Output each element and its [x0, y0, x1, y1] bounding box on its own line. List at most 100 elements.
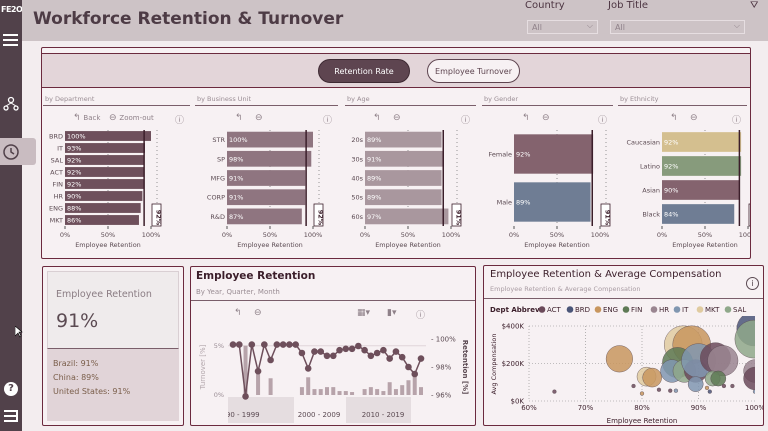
layout-icon[interactable]: [4, 410, 18, 422]
turnover-bar: [387, 382, 392, 395]
bar-data-label: 98%: [229, 155, 243, 163]
small-multiple-by-ethnicity: by Ethnicity ↰ ⊖ ⓘ Caucasian 92% Latino 92% A…: [618, 92, 750, 257]
tick-label: 50%: [550, 231, 564, 239]
turnover-bar: [419, 387, 423, 395]
bar-category-label: 60s: [351, 213, 363, 221]
tick-label: 100%: [142, 231, 161, 239]
page-title: Workforce Retention & Turnover: [33, 9, 344, 29]
retention-point: [398, 353, 406, 361]
bubble: [710, 370, 727, 387]
bar-chart: BRD 100%IT 93%SAL 92%ACT 92%FIN 92%HR 90%ENG 88…: [49, 130, 163, 249]
drill-up-icon[interactable]: ↰: [522, 113, 530, 123]
zoom-out-icon[interactable]: ⊖: [393, 113, 401, 123]
drill-up-icon[interactable]: ↰: [670, 113, 678, 123]
divider: [191, 300, 475, 301]
kpi-breakdown-item: China: 89%: [53, 373, 99, 382]
zoom-out-icon[interactable]: ⊖: [542, 113, 550, 123]
legend-marker: [594, 306, 602, 313]
bar-category-label: FIN: [52, 181, 63, 189]
bar: [65, 143, 145, 153]
legend-label: FIN: [631, 306, 642, 314]
bar: [365, 150, 444, 167]
clear-filter-icon[interactable]: ⛛: [750, 0, 759, 11]
chart-type-icon[interactable]: ▮▾: [387, 308, 397, 318]
tick-label: 0%: [60, 231, 70, 239]
bar-chart: Female 92% Male 89% 91% 0% 50% 100%Employee Ret…: [488, 130, 612, 249]
bar-data-label: 89%: [367, 136, 381, 144]
retention-point: [292, 341, 299, 348]
tick-label: 0%: [509, 231, 519, 239]
drill-up-icon[interactable]: ↰: [234, 308, 242, 318]
tick-label: 50%: [263, 231, 277, 239]
tick-label: 50%: [698, 231, 712, 239]
tick-label: 100%: [304, 231, 323, 239]
help-icon[interactable]: ?: [4, 382, 18, 396]
zoom-out-icon[interactable]: ⊖: [255, 113, 263, 123]
retention-point: [355, 342, 362, 350]
help-icon[interactable]: ⓘ: [323, 116, 333, 126]
employee-turnover-button[interactable]: Employee Turnover: [427, 59, 520, 83]
country-select[interactable]: All ⌵: [527, 20, 598, 34]
right-tick-label: - 96%: [431, 392, 452, 400]
retention-point: [298, 349, 306, 357]
period-label: 2010 - 2019: [362, 411, 405, 419]
period-band: [228, 397, 294, 423]
retention-point: [386, 355, 393, 362]
bar-data-label: 92%: [67, 181, 81, 189]
turnover-bar: [331, 387, 336, 395]
help-icon[interactable]: ⓘ: [598, 116, 608, 126]
retention-point: [311, 348, 318, 355]
bar: [662, 156, 742, 176]
zoom-out-icon[interactable]: ⊖: [254, 308, 262, 318]
logo: FE2O: [1, 5, 23, 14]
y-axis-title: Avg Compensation: [490, 333, 498, 394]
axis-title: Employee Retention: [375, 241, 441, 249]
job-title-select[interactable]: All ⌵: [610, 20, 745, 34]
retention-point: [235, 341, 243, 348]
bar-data-label: 90%: [67, 193, 81, 201]
help-icon[interactable]: ⓘ: [461, 116, 471, 126]
legend-label: IT: [682, 306, 689, 314]
bubble: [721, 383, 727, 389]
bubble: [605, 345, 633, 373]
retention-point: [248, 341, 256, 348]
retention-point: [367, 352, 375, 360]
help-icon[interactable]: ⓘ: [175, 116, 185, 126]
retention-point: [229, 341, 237, 348]
retention-point: [392, 348, 400, 355]
turnover-bar: [350, 392, 355, 395]
drill-up-icon[interactable]: ↰: [373, 113, 381, 123]
divider: [43, 105, 190, 106]
calendar-icon[interactable]: ▦▾: [357, 308, 371, 318]
turnover-bar: [381, 391, 386, 395]
turnover-bar: [412, 372, 417, 395]
drill-up-icon[interactable]: ↰ Back: [73, 113, 101, 123]
period-band: [346, 397, 411, 423]
kpi-card: Employee Retention 91% Brazil: 91% China…: [42, 266, 184, 426]
menu-icon[interactable]: [3, 34, 18, 46]
bubble: [631, 383, 636, 389]
zoom-out-icon[interactable]: ⊖: [690, 113, 698, 123]
zoom-out-icon[interactable]: ⊖ Zoom-out: [109, 113, 154, 123]
help-icon[interactable]: ⓘ: [416, 311, 426, 321]
bar-data-label: 89%: [367, 175, 381, 183]
axis-title: Employee Retention: [524, 241, 590, 249]
people-icon[interactable]: [3, 96, 19, 112]
tick-label: 0%: [360, 231, 370, 239]
job-title-value: All: [615, 23, 625, 32]
info-icon[interactable]: i: [746, 277, 759, 290]
help-icon[interactable]: ⓘ: [732, 116, 742, 126]
turnover-bar: [299, 387, 304, 395]
bar-category-label: ENG: [49, 205, 63, 213]
retention-point: [317, 348, 325, 355]
bar-category-label: 30s: [351, 155, 363, 163]
turnover-bar: [406, 380, 411, 395]
bar-data-label: 90%: [664, 187, 678, 195]
history-nav-item[interactable]: [0, 138, 36, 165]
turnover-bar: [400, 385, 405, 395]
retention-rate-button[interactable]: Retention Rate: [318, 59, 410, 83]
bar-data-label: 92%: [67, 169, 81, 177]
turnover-bar: [368, 387, 373, 395]
retention-point: [348, 345, 356, 353]
drill-up-icon[interactable]: ↰: [235, 113, 243, 123]
